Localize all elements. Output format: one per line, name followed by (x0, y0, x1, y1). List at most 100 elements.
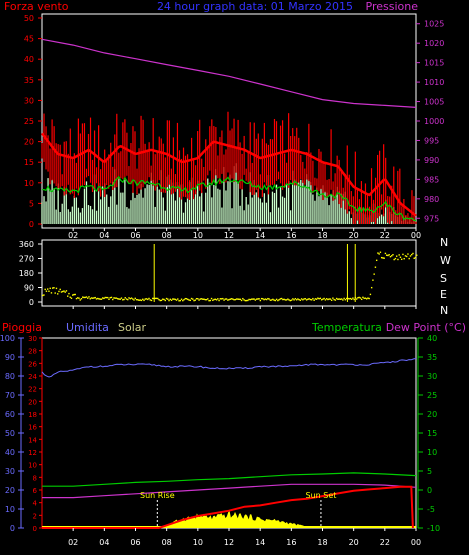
direction-point (265, 298, 268, 301)
wind-tick-label: 30 (24, 96, 34, 105)
direction-point (69, 296, 71, 298)
direction-point (188, 299, 190, 301)
compass-n-bottom: N (440, 304, 448, 317)
direction-point (275, 298, 278, 301)
rain-tick-label: 2 (33, 512, 37, 520)
direction-point (103, 297, 105, 300)
direction-point (267, 297, 269, 300)
direction-point (334, 299, 337, 301)
direction-point (272, 298, 274, 301)
direction-point (197, 298, 199, 300)
direction-tick-label: 270 (19, 255, 34, 264)
direction-point (123, 298, 125, 301)
direction-point (229, 298, 232, 300)
direction-point (170, 299, 173, 301)
direction-point (377, 252, 379, 254)
direction-point (64, 291, 66, 293)
direction-point (244, 299, 247, 302)
direction-point (274, 299, 277, 302)
temperature-tick-label: 5 (427, 467, 432, 476)
direction-point (149, 299, 151, 301)
wind-gust-line (41, 132, 417, 217)
direction-point (249, 298, 252, 301)
rain-tick-label: 26 (28, 360, 37, 368)
direction-point (194, 299, 197, 301)
direction-point (402, 253, 404, 256)
rain-tick-label: 24 (28, 373, 37, 381)
wind-direction-panel (41, 239, 417, 307)
direction-point (49, 287, 51, 290)
direction-point (340, 298, 343, 300)
temperature-tick-label: 20 (427, 410, 437, 419)
direction-point (47, 288, 49, 290)
direction-point (282, 298, 284, 301)
direction-point (309, 298, 312, 301)
direction-point (390, 255, 393, 257)
direction-point (118, 298, 120, 300)
direction-point (180, 298, 183, 300)
direction-point (65, 290, 68, 292)
direction-point (257, 298, 259, 300)
rain-tick-label: 14 (28, 436, 37, 444)
direction-point (383, 257, 385, 259)
direction-point (407, 253, 409, 255)
direction-point (247, 299, 249, 302)
pressure-tick-label: 1000 (424, 117, 444, 126)
temperature-tick-label: -10 (427, 524, 440, 533)
direction-point (200, 298, 203, 300)
temperature-tick-label: 10 (427, 448, 437, 457)
temperature-tick-label: -5 (427, 505, 435, 514)
direction-point (350, 298, 353, 300)
pressure-axis-label: Pressione (366, 0, 419, 13)
direction-point (83, 296, 85, 299)
direction-point (219, 298, 222, 300)
direction-point (114, 297, 116, 299)
direction-point (94, 296, 96, 299)
humidity-tick-label: 30 (5, 467, 15, 476)
direction-point (234, 298, 237, 301)
direction-point (148, 297, 150, 300)
direction-point (385, 254, 388, 256)
direction-point (182, 299, 184, 302)
direction-point (72, 294, 74, 296)
compass-w: W (440, 254, 451, 267)
weather-panel (41, 337, 417, 529)
direction-point (108, 298, 110, 301)
direction-point (360, 298, 363, 301)
direction-point (87, 297, 89, 299)
direction-point (169, 298, 171, 301)
x-tick-label: 00 (411, 231, 421, 240)
direction-point (293, 299, 295, 301)
direction-point (97, 297, 99, 300)
direction-point (70, 297, 73, 299)
direction-point (122, 299, 124, 301)
direction-point (89, 298, 91, 300)
direction-point (254, 299, 257, 301)
direction-point (177, 298, 179, 300)
direction-point (185, 298, 188, 300)
direction-point (199, 298, 202, 300)
direction-point (324, 299, 327, 301)
direction-point (269, 299, 272, 301)
direction-point (255, 298, 258, 300)
direction-point (144, 298, 146, 300)
rain-tick-label: 4 (33, 500, 38, 508)
direction-point (50, 292, 53, 294)
direction-point (138, 299, 140, 301)
direction-point (140, 299, 143, 302)
sunset-label: Sun Set (305, 491, 336, 500)
direction-point (128, 297, 130, 299)
weather-x-tick-label: 14 (255, 538, 265, 547)
pressure-tick-label: 995 (424, 136, 439, 145)
direction-point (109, 296, 111, 299)
humidity-tick-label: 0 (10, 524, 15, 533)
x-tick-label: 04 (99, 231, 109, 240)
direction-point (80, 298, 83, 300)
direction-point (142, 298, 144, 300)
direction-point (259, 299, 262, 302)
compass-e: E (440, 288, 447, 301)
pressure-line (41, 38, 417, 108)
temperature-tick-label: 25 (427, 391, 437, 400)
direction-point (389, 255, 392, 258)
direction-point (112, 298, 114, 301)
